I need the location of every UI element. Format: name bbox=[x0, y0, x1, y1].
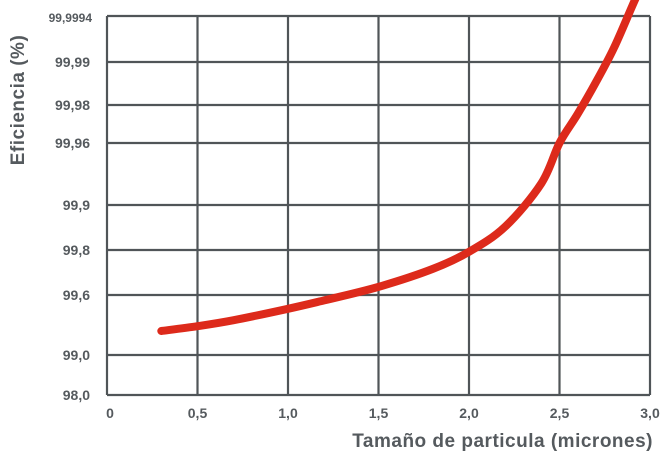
y-tick-label: 98,0 bbox=[63, 387, 90, 403]
x-tick-label: 2,5 bbox=[550, 405, 570, 421]
x-tick-label: 0,5 bbox=[188, 405, 208, 421]
y-tick-label: 99,9 bbox=[63, 197, 90, 213]
y-tick-label: 99,99 bbox=[55, 54, 90, 70]
x-axis-title: Tamaño de particula (micrones) bbox=[352, 431, 653, 452]
y-tick-label: 99,98 bbox=[55, 97, 90, 113]
y-axis-title: Eficiencia (%) bbox=[8, 35, 29, 166]
y-tick-label: 99,6 bbox=[63, 287, 90, 303]
y-tick-label: 99,96 bbox=[55, 135, 90, 151]
grid bbox=[105, 14, 652, 397]
y-tick-label: 99,9994 bbox=[49, 11, 93, 25]
efficiency-series-line bbox=[157, 0, 640, 335]
x-tick-label: 1,0 bbox=[278, 405, 298, 421]
x-tick-labels: 0 0,5 1,0 1,5 2,0 2,5 3,0 bbox=[106, 405, 660, 421]
y-tick-labels: 98,0 99,0 99,6 99,8 99,9 99,96 99,98 99,99 99,99… bbox=[49, 11, 93, 403]
x-tick-label: 2,0 bbox=[459, 405, 479, 421]
x-tick-label: 3,0 bbox=[640, 405, 660, 421]
series-layer bbox=[157, 0, 640, 335]
y-tick-label: 99,8 bbox=[63, 242, 90, 258]
x-tick-label: 0 bbox=[106, 405, 114, 421]
y-tick-label: 99,0 bbox=[63, 347, 90, 363]
x-tick-label: 1,5 bbox=[369, 405, 389, 421]
